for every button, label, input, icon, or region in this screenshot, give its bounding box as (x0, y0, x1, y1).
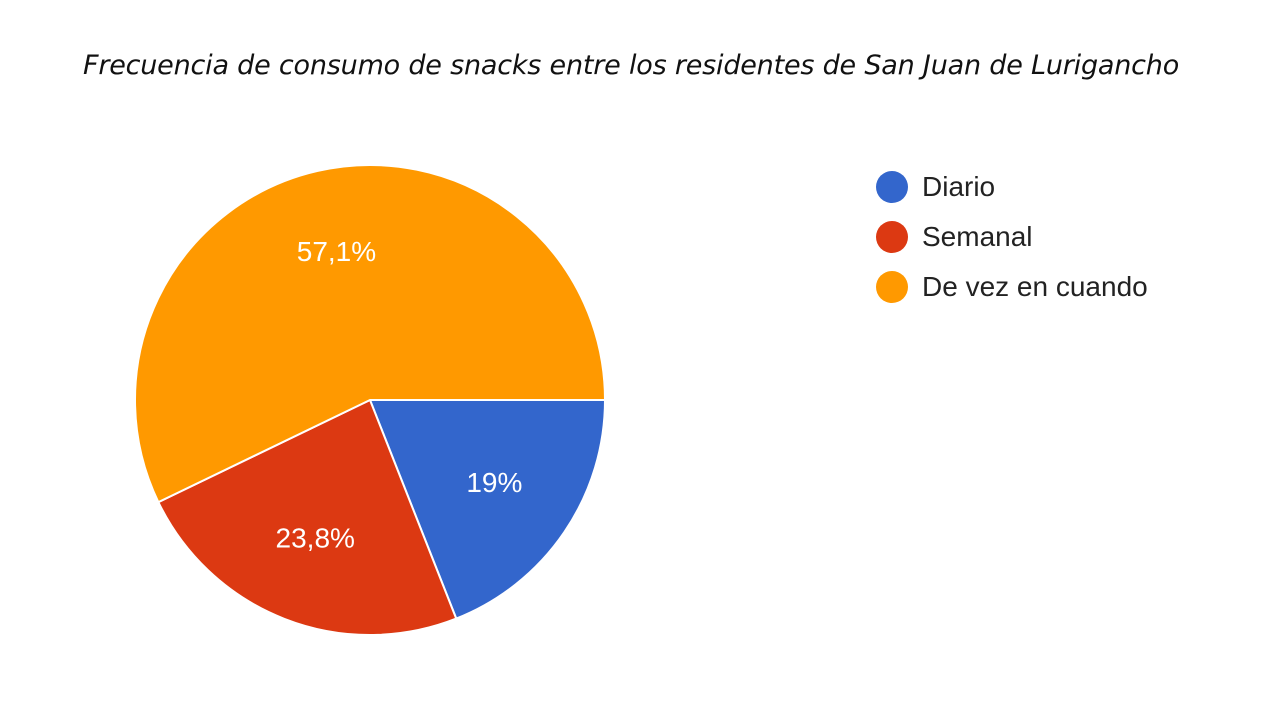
slice-label-semanal: 23,8% (276, 522, 355, 553)
pie-slice-semanal (157, 398, 458, 636)
legend-label-diario: Diario (922, 171, 996, 202)
pie-slice-diario (368, 399, 607, 620)
slice-label-de-vez-en-cuando: 57,1% (297, 236, 376, 267)
slice-label-diario: 19% (466, 467, 522, 498)
legend-item-de-vez-en-cuando: De vez en cuando (876, 262, 1148, 312)
pie-chart: 19% 23,8% 57,1% (134, 164, 607, 636)
legend-item-semanal: Semanal (876, 212, 1148, 262)
pie-slice-de-vez-en-cuando (134, 164, 607, 504)
legend-swatch-semanal (876, 221, 908, 253)
legend-item-diario: Diario (876, 162, 1148, 212)
legend-label-semanal: Semanal (922, 221, 1033, 252)
legend-label-de-vez-en-cuando: De vez en cuando (922, 271, 1148, 302)
chart-title: Frecuencia de consumo de snacks entre lo… (82, 50, 1180, 81)
legend: Diario Semanal De vez en cuando (876, 162, 1148, 312)
legend-swatch-diario (876, 171, 908, 203)
legend-swatch-de-vez-en-cuando (876, 271, 908, 303)
